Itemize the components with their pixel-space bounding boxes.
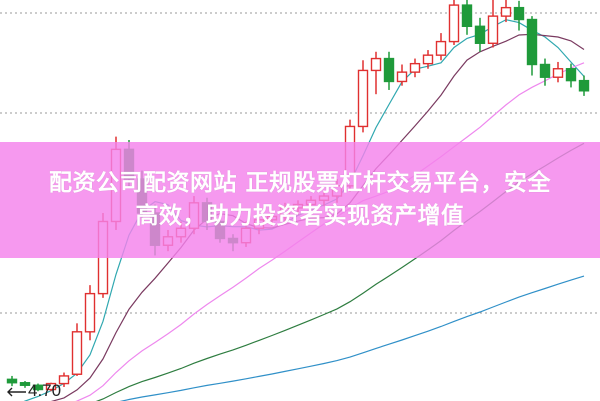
candle-down (513, 6, 525, 21)
candle-down (526, 18, 538, 66)
candle-up (357, 69, 369, 128)
candle-down (565, 68, 577, 82)
candle-down (461, 4, 473, 28)
candle-up (84, 292, 96, 333)
candle-up (71, 331, 83, 375)
candle-down (32, 384, 44, 391)
candle-down (474, 25, 486, 44)
candle-down (19, 382, 31, 386)
candle-up (58, 375, 70, 385)
candle-down (578, 79, 590, 92)
low-price-label: 4.70 (28, 381, 62, 400)
candle-up (422, 54, 434, 65)
candle-up (409, 62, 421, 73)
candle-up (435, 40, 447, 56)
low-marker-arrow-icon (7, 387, 26, 397)
candle-down (6, 378, 18, 384)
candle-up (370, 57, 382, 72)
candle-up (552, 68, 564, 78)
banner-title-line-1: 配资公司配资网站 正规股票杠杆交易平台，安全 (48, 170, 551, 196)
banner-title-line-2: 高效，助力投资者实现资产增值 (135, 203, 465, 229)
candle-up (500, 6, 512, 17)
candle-up (448, 4, 460, 43)
candle-down (383, 57, 395, 83)
title-banner: 配资公司配资网站 正规股票杠杆交易平台，安全 高效，助力投资者实现资产增值 (0, 142, 600, 258)
candle-up (487, 15, 499, 44)
candle-up (396, 71, 408, 83)
ma80-line (119, 275, 585, 401)
candle-up (45, 382, 57, 391)
candle-down (539, 63, 551, 78)
